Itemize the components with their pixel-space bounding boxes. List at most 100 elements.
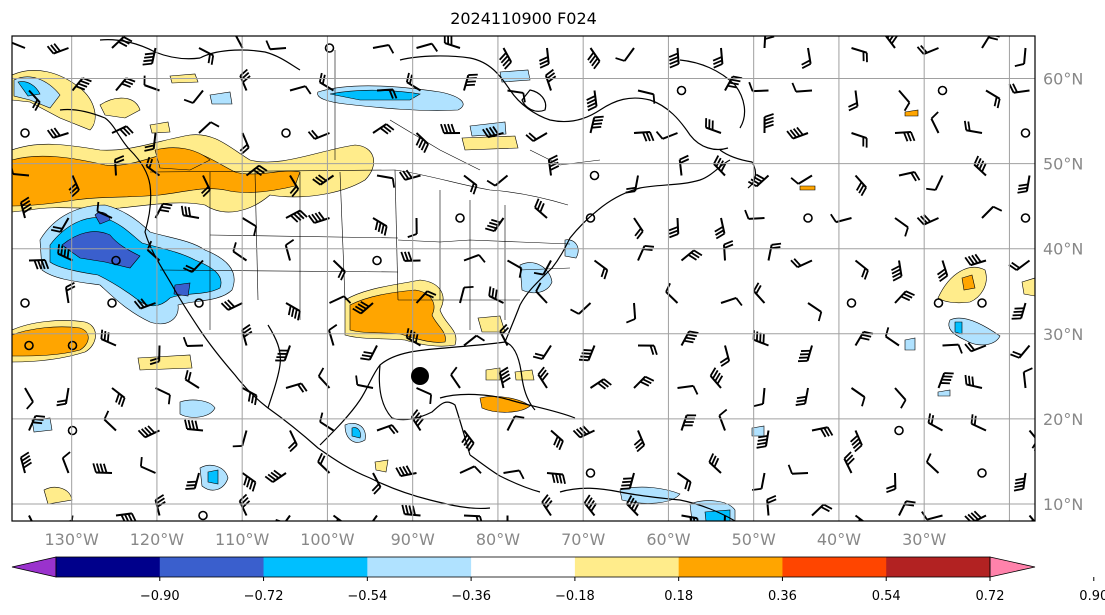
calm-wind-marker bbox=[194, 298, 204, 308]
wind-barb bbox=[154, 202, 173, 219]
colorbar-extend-low bbox=[11, 556, 57, 578]
wind-barb bbox=[811, 503, 833, 517]
wind-barb bbox=[723, 515, 726, 521]
lat-label: 50°N bbox=[1043, 155, 1083, 174]
wind-barb bbox=[488, 286, 504, 304]
wind-barb bbox=[498, 47, 513, 70]
wind-barb bbox=[289, 174, 300, 197]
wind-barb bbox=[587, 47, 601, 70]
wind-barb bbox=[681, 514, 699, 521]
wind-barb bbox=[198, 121, 220, 134]
wind-barb bbox=[28, 515, 33, 521]
wind-barb bbox=[96, 201, 113, 219]
calm-wind-marker bbox=[1020, 128, 1031, 138]
wind-barb bbox=[633, 430, 646, 453]
wind-barb bbox=[507, 259, 523, 278]
lon-label: 110°W bbox=[215, 530, 270, 549]
colorbar-segment bbox=[574, 557, 680, 577]
wind-barb bbox=[625, 175, 639, 194]
wind-barb bbox=[916, 214, 939, 226]
colorbar-tick-label: −0.54 bbox=[347, 589, 387, 604]
wind-barb bbox=[220, 299, 243, 311]
lon-label: 90°W bbox=[391, 530, 435, 549]
wind-barb bbox=[142, 47, 157, 66]
colorbar-tick-label: 0.18 bbox=[664, 589, 693, 604]
wind-barb bbox=[583, 494, 598, 517]
wind-barb bbox=[722, 240, 734, 261]
wind-barb bbox=[665, 282, 679, 304]
wind-barb bbox=[801, 47, 812, 70]
colorbar-segment bbox=[56, 557, 161, 577]
calm-wind-marker bbox=[589, 170, 600, 181]
wind-barb bbox=[744, 209, 765, 220]
wind-barb bbox=[767, 242, 782, 261]
wind-barb bbox=[936, 260, 949, 283]
wind-barb bbox=[328, 323, 338, 346]
wind-barb bbox=[245, 164, 268, 177]
wind-barb bbox=[713, 155, 727, 177]
colorbar-segment bbox=[678, 557, 783, 577]
wind-barb bbox=[183, 259, 204, 273]
wind-barb bbox=[786, 126, 809, 140]
lon-label: 130°W bbox=[44, 530, 99, 549]
wind-barb bbox=[287, 430, 298, 453]
calm-wind-marker bbox=[933, 298, 944, 308]
calm-wind-marker bbox=[846, 298, 857, 308]
wind-barb bbox=[586, 90, 598, 112]
wind-barb bbox=[830, 213, 852, 224]
wind-barb bbox=[680, 414, 697, 431]
calm-wind-marker bbox=[977, 468, 987, 478]
wind-barb bbox=[482, 125, 504, 139]
wind-barb bbox=[443, 36, 461, 49]
wind-barb bbox=[19, 196, 33, 219]
map-title: 2024110900 F024 bbox=[450, 9, 597, 28]
wind-barb bbox=[498, 366, 511, 389]
lat-label: 20°N bbox=[1043, 410, 1083, 429]
wind-barb bbox=[242, 387, 258, 406]
wind-barb bbox=[718, 408, 728, 431]
wind-barb bbox=[275, 514, 291, 521]
wind-barb bbox=[537, 366, 549, 389]
wind-barb bbox=[926, 175, 944, 191]
wind-barb bbox=[973, 155, 987, 177]
wind-barb bbox=[964, 510, 987, 521]
calm-wind-marker bbox=[1020, 213, 1031, 223]
wind-barb bbox=[28, 89, 41, 112]
wind-barb bbox=[232, 430, 248, 448]
wind-barb bbox=[371, 514, 378, 521]
wind-barb bbox=[942, 343, 963, 354]
wind-barb bbox=[485, 217, 505, 232]
colorbar-segment bbox=[263, 557, 368, 577]
wind-barb bbox=[720, 296, 743, 307]
wind-barb bbox=[285, 382, 308, 393]
wind-barb bbox=[589, 115, 604, 134]
wind-barb bbox=[238, 493, 251, 516]
wind-barb bbox=[1008, 259, 1031, 271]
lon-label: 70°W bbox=[561, 530, 605, 549]
wind-barb bbox=[891, 260, 903, 282]
wind-barb bbox=[626, 495, 640, 517]
wind-barb bbox=[239, 132, 250, 155]
wind-barb bbox=[1011, 302, 1027, 320]
wind-barb bbox=[534, 198, 548, 219]
wind-barb bbox=[410, 409, 425, 432]
wind-barb bbox=[307, 129, 330, 140]
wind-barb bbox=[415, 290, 437, 304]
wind-barb bbox=[241, 217, 258, 236]
wind-barb bbox=[28, 414, 46, 431]
wind-barb bbox=[92, 463, 113, 474]
wind-barb bbox=[677, 384, 699, 395]
wind-barb bbox=[332, 514, 343, 521]
wind-barb bbox=[544, 68, 557, 91]
wind-barb bbox=[748, 81, 769, 93]
wind-barb bbox=[633, 217, 644, 240]
wind-barb bbox=[541, 494, 553, 517]
wind-barb bbox=[753, 387, 766, 407]
colorbar-tick-label: −0.18 bbox=[555, 589, 595, 604]
wind-barb bbox=[593, 259, 609, 280]
wind-barb bbox=[111, 387, 126, 408]
wind-barb bbox=[850, 430, 863, 453]
wind-barb bbox=[807, 302, 823, 322]
wind-barb bbox=[633, 375, 655, 389]
wind-barb bbox=[399, 169, 421, 181]
